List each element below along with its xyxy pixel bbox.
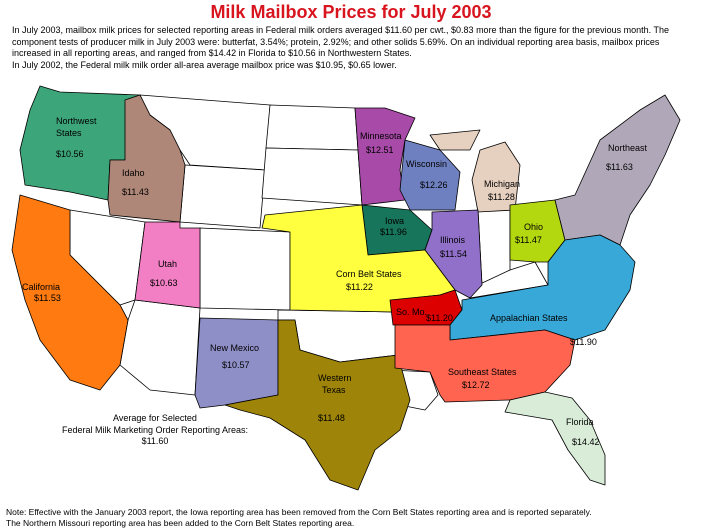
label-corn-belt: Corn Belt States [336,269,402,279]
label-florida: Florida [566,417,594,427]
label-illinois: Illinois [440,235,466,245]
label-new-mexico: New Mexico [210,343,259,353]
region-western-texas [224,319,411,491]
price-corn-belt: $11.22 [346,282,373,292]
footnote-1: Note: Effective with the January 2003 re… [6,507,592,517]
average-box: Average for Selected Federal Milk Market… [50,413,260,448]
label-ohio: Ohio [524,222,543,232]
price-appalachian: $11.90 [570,337,597,347]
label-michigan: Michigan [484,179,520,189]
price-western-texas: $11.48 [318,413,345,423]
label-so-mo: So. Mo. [396,307,427,317]
price-wisconsin: $12.26 [420,180,448,190]
label-iowa: Iowa [385,216,404,226]
price-michigan: $11.28 [488,192,515,202]
region-florida [504,391,606,486]
label-western-1: Western [318,373,351,383]
price-so-mo: $11.20 [426,313,453,323]
state-south-dakota [261,147,363,206]
region-california [11,194,129,391]
label-appalachian: Appalachian States [490,313,568,323]
price-illinois: $11.54 [440,249,467,259]
label-minnesota: Minnesota [360,131,402,141]
price-northwest: $10.56 [56,149,84,159]
label-idaho: Idaho [122,168,145,178]
price-minnesota: $12.51 [366,145,394,155]
region-minnesota [354,107,416,206]
label-utah: Utah [158,259,177,269]
label-southeast: Southeast States [448,367,517,377]
footnotes: Note: Effective with the January 2003 re… [6,507,701,529]
intro-text: In July 2003, mailbox milk prices for se… [12,25,697,71]
label-northwest-1: Northwest [56,116,97,126]
label-northeast: Northeast [608,143,648,153]
price-florida: $14.42 [572,437,600,447]
region-corn-belt-states [261,204,456,313]
label-northwest-2: States [56,128,82,138]
price-northeast: $11.63 [606,162,633,172]
price-new-mexico: $10.57 [222,360,250,370]
price-utah: $10.63 [150,278,178,288]
price-idaho: $11.43 [122,187,149,197]
state-arizona [119,299,201,396]
region-labels: Northwest States $10.56 Idaho $11.43 Cal… [22,116,648,447]
price-ohio: $11.47 [515,235,542,245]
label-western-2: Texas [322,385,346,395]
state-colorado [199,227,291,311]
footnote-2: The Northern Missouri reporting area has… [6,518,355,528]
average-value: $11.60 [141,436,169,446]
state-wyoming [179,164,266,229]
region-utah [134,221,201,309]
label-california: California [22,282,60,292]
intro-paragraph-2: In July 2002, the Federal milk milk orde… [12,59,397,70]
price-iowa: $11.96 [380,227,407,237]
average-label-2: Federal Milk Marketing Order Reporting A… [61,424,249,435]
page-title: Milk Mailbox Prices for July 2003 [210,2,492,22]
region-wisconsin [399,139,461,211]
average-label-1: Average for Selected [113,413,197,423]
region-idaho [107,94,186,223]
intro-paragraph-1: In July 2003, mailbox milk prices for se… [12,25,670,58]
price-southeast: $12.72 [462,380,490,390]
price-california: $11.53 [34,293,61,303]
label-wisconsin: Wisconsin [406,159,447,169]
state-north-dakota [265,104,359,151]
